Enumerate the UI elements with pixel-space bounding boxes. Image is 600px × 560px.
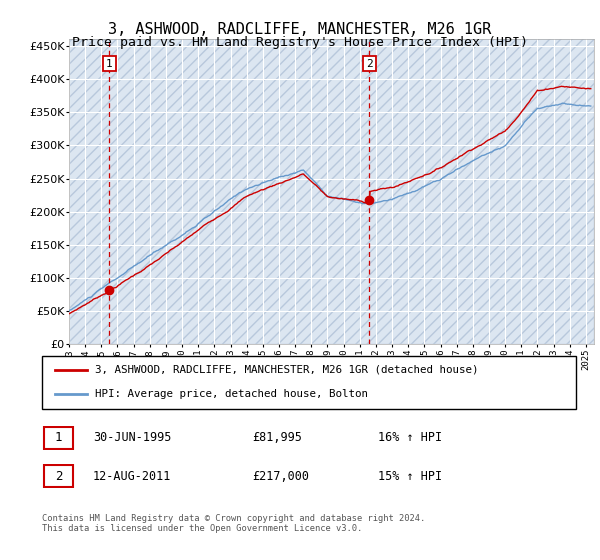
Text: HPI: Average price, detached house, Bolton: HPI: Average price, detached house, Bolt… (95, 389, 368, 399)
Text: 2: 2 (366, 59, 373, 69)
FancyBboxPatch shape (44, 465, 73, 487)
Text: 30-JUN-1995: 30-JUN-1995 (93, 431, 172, 445)
Text: 12-AUG-2011: 12-AUG-2011 (93, 469, 172, 483)
Text: 3, ASHWOOD, RADCLIFFE, MANCHESTER, M26 1GR (detached house): 3, ASHWOOD, RADCLIFFE, MANCHESTER, M26 1… (95, 365, 479, 375)
Text: Price paid vs. HM Land Registry's House Price Index (HPI): Price paid vs. HM Land Registry's House … (72, 36, 528, 49)
Text: 1: 1 (55, 431, 62, 445)
Text: 16% ↑ HPI: 16% ↑ HPI (378, 431, 442, 445)
Text: £81,995: £81,995 (252, 431, 302, 445)
Text: 1: 1 (106, 59, 113, 69)
FancyBboxPatch shape (42, 356, 576, 409)
Text: 15% ↑ HPI: 15% ↑ HPI (378, 469, 442, 483)
Text: £217,000: £217,000 (252, 469, 309, 483)
Text: 2: 2 (55, 469, 62, 483)
Text: 3, ASHWOOD, RADCLIFFE, MANCHESTER, M26 1GR: 3, ASHWOOD, RADCLIFFE, MANCHESTER, M26 1… (109, 22, 491, 38)
FancyBboxPatch shape (44, 427, 73, 449)
Text: Contains HM Land Registry data © Crown copyright and database right 2024.
This d: Contains HM Land Registry data © Crown c… (42, 514, 425, 534)
